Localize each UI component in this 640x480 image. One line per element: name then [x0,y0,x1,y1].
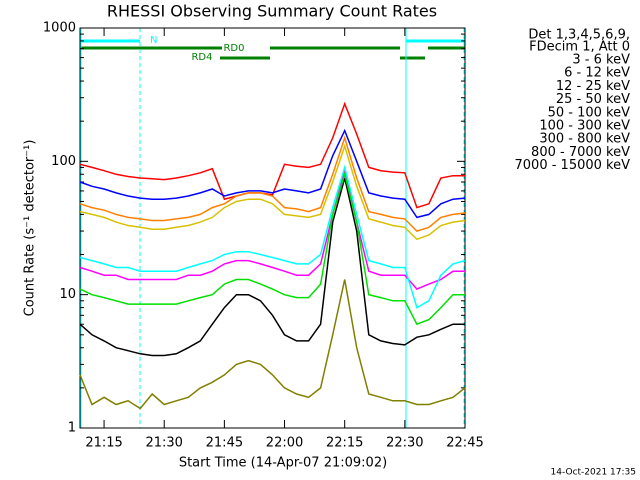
legend-label: 6 - 12 keV [564,66,630,81]
legend-label: 100 - 300 keV [539,119,630,134]
x-tick-label: 22:00 [266,436,303,451]
series-line [79,171,465,326]
y-tick-label: 100 [51,154,76,169]
series-line [79,170,465,291]
series-line [79,164,466,309]
x-axis-title: Start Time (14-Apr-07 21:09:02) [179,456,387,471]
x-tick-label: 21:30 [145,436,182,451]
legend-header: Det 1,3,4,5,6,9, [528,28,630,43]
y-axis-title: Count Rate (s⁻¹ detector⁻¹) [23,140,38,317]
series-line [79,143,466,241]
y-tick-label: 1 [68,421,76,436]
legend-label: 12 - 25 keV [556,79,630,94]
footer: 14-Oct-2021 17:35 [551,468,636,478]
series-line [79,101,465,209]
series-line [79,135,466,232]
chart-title: RHESSI Observing Summary Count Rates [107,2,437,21]
status-bars: N RD0 RD4 [80,28,465,428]
y-tick-label: 10 [59,287,76,302]
legend-label: 50 - 100 keV [548,105,631,120]
plot-frame [79,27,466,429]
annotation: RD0 [223,43,244,54]
legend-label: 25 - 50 keV [556,92,630,107]
x-tick-label: 22:45 [446,436,483,451]
x-tick-label: 22:30 [386,436,423,451]
annotation: N [150,35,157,46]
legend-label: 7000 - 15000 keV [515,158,631,173]
legend-label: 800 - 7000 keV [531,145,630,160]
legend-label: 300 - 800 keV [539,132,630,147]
series-line [79,279,466,410]
x-tick-label: 21:45 [206,436,243,451]
x-tick-label: 22:15 [326,436,363,451]
x-tick-label: 21:15 [85,436,122,451]
series-line [79,128,466,219]
legend-header: FDecim 1, Att 0 [529,40,630,55]
legend-label: 3 - 6 keV [572,53,630,68]
series-line [79,177,465,357]
annotation: RD4 [191,52,212,63]
y-tick-label: 1000 [43,21,76,36]
